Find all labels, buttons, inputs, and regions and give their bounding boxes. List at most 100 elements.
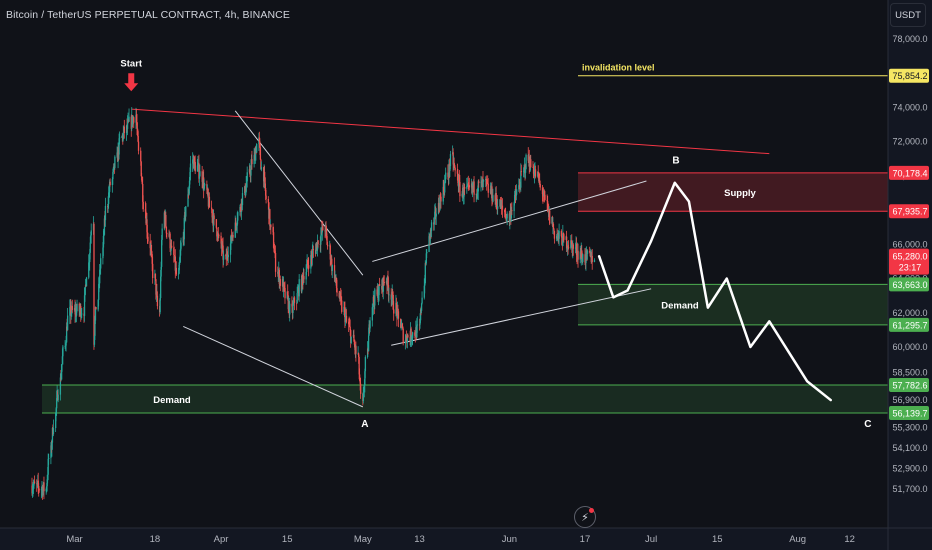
candle-body	[160, 266, 162, 277]
candle-body	[126, 121, 129, 129]
candle-body	[373, 296, 375, 302]
lightning-icon[interactable]: ⚡︎	[574, 506, 596, 528]
candle-body	[283, 286, 286, 289]
candle-body	[336, 288, 338, 293]
trendline-2[interactable]	[183, 326, 364, 408]
candle-body	[462, 196, 465, 198]
candle-body	[94, 307, 97, 321]
candle-body	[481, 179, 484, 188]
candle-body	[367, 335, 370, 352]
candle-body	[538, 172, 540, 182]
candle-body	[260, 167, 263, 170]
candle-body	[142, 184, 144, 202]
candle-body	[537, 171, 539, 177]
candle-body	[59, 377, 62, 395]
candle-body	[572, 244, 574, 253]
supply-label: Supply	[724, 188, 756, 199]
candle-body	[425, 263, 427, 264]
candle-body	[51, 442, 53, 450]
candle-body	[492, 195, 494, 202]
candle-body	[343, 306, 346, 309]
candle-body	[55, 408, 57, 414]
currency-selector[interactable]: USDT	[890, 3, 926, 27]
candle-body	[515, 189, 518, 195]
trendline-5[interactable]	[391, 288, 652, 346]
price-tag-label: 63,663.0	[892, 280, 927, 290]
candle-body	[107, 204, 109, 207]
x-tick-label: May	[354, 534, 372, 545]
wave-b-label: B	[672, 156, 679, 167]
candle-body	[170, 245, 172, 251]
candle-body	[232, 234, 234, 238]
candle-body	[466, 185, 468, 189]
trendline-1[interactable]	[131, 108, 770, 155]
candle-body	[444, 179, 446, 182]
demand-zone-upper	[578, 284, 888, 325]
candle-body	[221, 244, 223, 249]
candle-body	[509, 215, 511, 223]
candle-body	[410, 328, 412, 340]
candle-body	[60, 371, 63, 380]
candle-body	[438, 202, 440, 210]
candle-body	[229, 243, 232, 255]
trendline-3[interactable]	[234, 110, 364, 276]
candle-body	[46, 479, 48, 487]
candle-body	[345, 315, 348, 322]
candle-body	[287, 291, 289, 296]
candle-body	[528, 156, 530, 167]
candle-body	[102, 236, 105, 248]
candle-body	[32, 485, 35, 489]
candle-body	[52, 428, 55, 435]
candle-body	[402, 328, 404, 344]
candle-body	[112, 167, 115, 172]
supply-zone	[578, 172, 888, 212]
candle-body	[66, 315, 69, 331]
candle-body	[107, 205, 109, 207]
candle-body	[404, 340, 407, 344]
candle-body	[307, 264, 309, 266]
candle-body	[372, 306, 374, 308]
candle-body	[151, 254, 153, 264]
candle-body	[98, 283, 100, 300]
candle-body	[239, 207, 242, 211]
price-axis	[888, 0, 932, 550]
candle-body	[94, 320, 96, 336]
candle-body	[387, 285, 390, 295]
candle-body	[166, 233, 168, 235]
candle-body	[341, 300, 343, 312]
candle-body	[456, 170, 459, 174]
candle-body	[267, 199, 270, 203]
candle-body	[147, 236, 149, 242]
candle-body	[213, 215, 215, 220]
candle-body	[211, 209, 213, 218]
candle-body	[421, 297, 423, 304]
candle-body	[48, 458, 50, 459]
candle-body	[100, 258, 102, 269]
y-tick-label: 74,000.0	[892, 102, 927, 112]
candle-body	[291, 303, 293, 307]
candle-body	[137, 141, 140, 151]
candle-body	[292, 302, 295, 305]
candle-body	[496, 203, 498, 209]
candle-body	[462, 187, 464, 198]
candle-body	[174, 256, 176, 271]
candle-body	[264, 177, 266, 188]
candle-body	[424, 283, 426, 286]
candle-body	[570, 240, 572, 242]
candle-body	[173, 247, 175, 255]
candle-body	[542, 195, 545, 197]
candle-body	[533, 171, 536, 176]
candle-body	[424, 263, 426, 284]
candle-body	[142, 201, 144, 210]
candle-body	[80, 306, 82, 318]
candle-body	[259, 141, 261, 148]
candle-body	[255, 149, 257, 161]
candle-body	[245, 184, 247, 192]
candle-body	[565, 236, 568, 249]
candle-body	[362, 392, 365, 402]
candle-body	[392, 294, 394, 310]
candle-body	[305, 271, 307, 280]
candle-body	[227, 254, 229, 258]
candle-body	[402, 326, 404, 329]
